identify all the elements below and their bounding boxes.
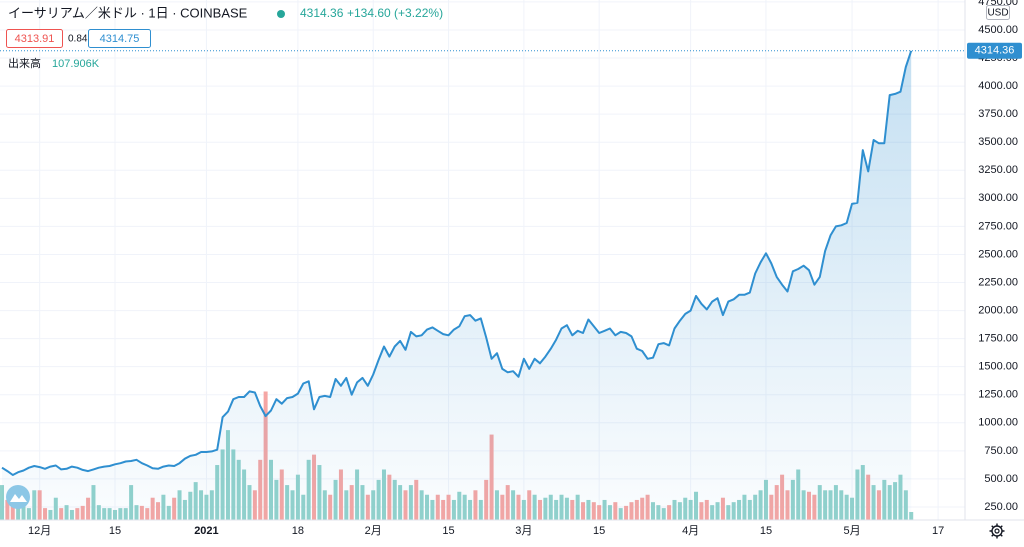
x-tick-label: 4月 xyxy=(682,525,699,537)
y-tick-label: 3750.00 xyxy=(978,108,1018,120)
y-tick-label: 4750.00 xyxy=(978,0,1018,8)
y-tick-label: 250.00 xyxy=(984,501,1018,513)
y-tick-label: 2500.00 xyxy=(978,248,1018,260)
price-line xyxy=(1,50,913,476)
x-tick-label: 15 xyxy=(760,525,772,537)
last-price-tag xyxy=(967,42,1022,59)
currency-box[interactable] xyxy=(986,5,1010,20)
logo[interactable] xyxy=(6,485,30,509)
price-axis-bg xyxy=(965,0,1024,542)
gear-hub xyxy=(994,528,1000,534)
price-area xyxy=(2,50,912,521)
volume-bar xyxy=(909,511,914,520)
settings-button[interactable] xyxy=(989,523,1005,539)
x-tick-label: 17 xyxy=(932,525,944,537)
bid-price: 4313.91 xyxy=(15,33,55,45)
y-tick-label: 4000.00 xyxy=(978,80,1018,92)
y-tick-label: 1750.00 xyxy=(978,333,1018,345)
spread: 0.84 xyxy=(68,34,88,45)
logo-icon xyxy=(10,494,27,502)
x-tick-label: 15 xyxy=(442,525,454,537)
symbol-title: イーサリアム／米ドル · 1日 · COINBASE xyxy=(8,5,248,20)
y-tick-label: 2000.00 xyxy=(978,304,1018,316)
bid-box[interactable] xyxy=(6,29,63,48)
y-tick-label: 3250.00 xyxy=(978,164,1018,176)
volume-value: 107.906K xyxy=(52,58,100,70)
y-tick-label: 4500.00 xyxy=(978,24,1018,36)
x-tick-label: 2月 xyxy=(365,525,382,537)
x-tick-label: 12月 xyxy=(28,525,51,537)
x-tick-label: 5月 xyxy=(843,525,860,537)
last-price: 4314.36 xyxy=(300,6,344,20)
volume-title: 出来高 xyxy=(8,56,41,70)
y-tick-label: 2750.00 xyxy=(978,220,1018,232)
y-tick-label: 750.00 xyxy=(984,445,1018,457)
y-tick-label: 3500.00 xyxy=(978,136,1018,148)
status-dot xyxy=(277,10,285,18)
plot xyxy=(0,50,965,521)
x-tick-label: 18 xyxy=(292,525,304,537)
ask-box[interactable] xyxy=(88,29,151,48)
y-tick-label: 1500.00 xyxy=(978,361,1018,373)
y-tick-label: 500.00 xyxy=(984,473,1018,485)
x-tick-label: 15 xyxy=(109,525,121,537)
y-tick-label: 3000.00 xyxy=(978,192,1018,204)
ask-price: 4314.75 xyxy=(100,33,140,45)
x-tick-label: 2021 xyxy=(194,525,218,537)
currency: USD xyxy=(987,8,1008,19)
x-tick-label: 15 xyxy=(593,525,605,537)
y-tick-label: 2250.00 xyxy=(978,276,1018,288)
x-tick-label: 3月 xyxy=(515,525,532,537)
last-price-tag-label: 4314.36 xyxy=(975,45,1015,57)
price-change: +134.60 (+3.22%) xyxy=(347,6,443,20)
y-tick-label: 1000.00 xyxy=(978,417,1018,429)
y-tick-label: 1250.00 xyxy=(978,389,1018,401)
axes: 250.00 500.00 750.00 1000.00 1250.00 1500.00 1… xyxy=(28,0,1022,537)
gear-teeth xyxy=(989,523,1005,539)
